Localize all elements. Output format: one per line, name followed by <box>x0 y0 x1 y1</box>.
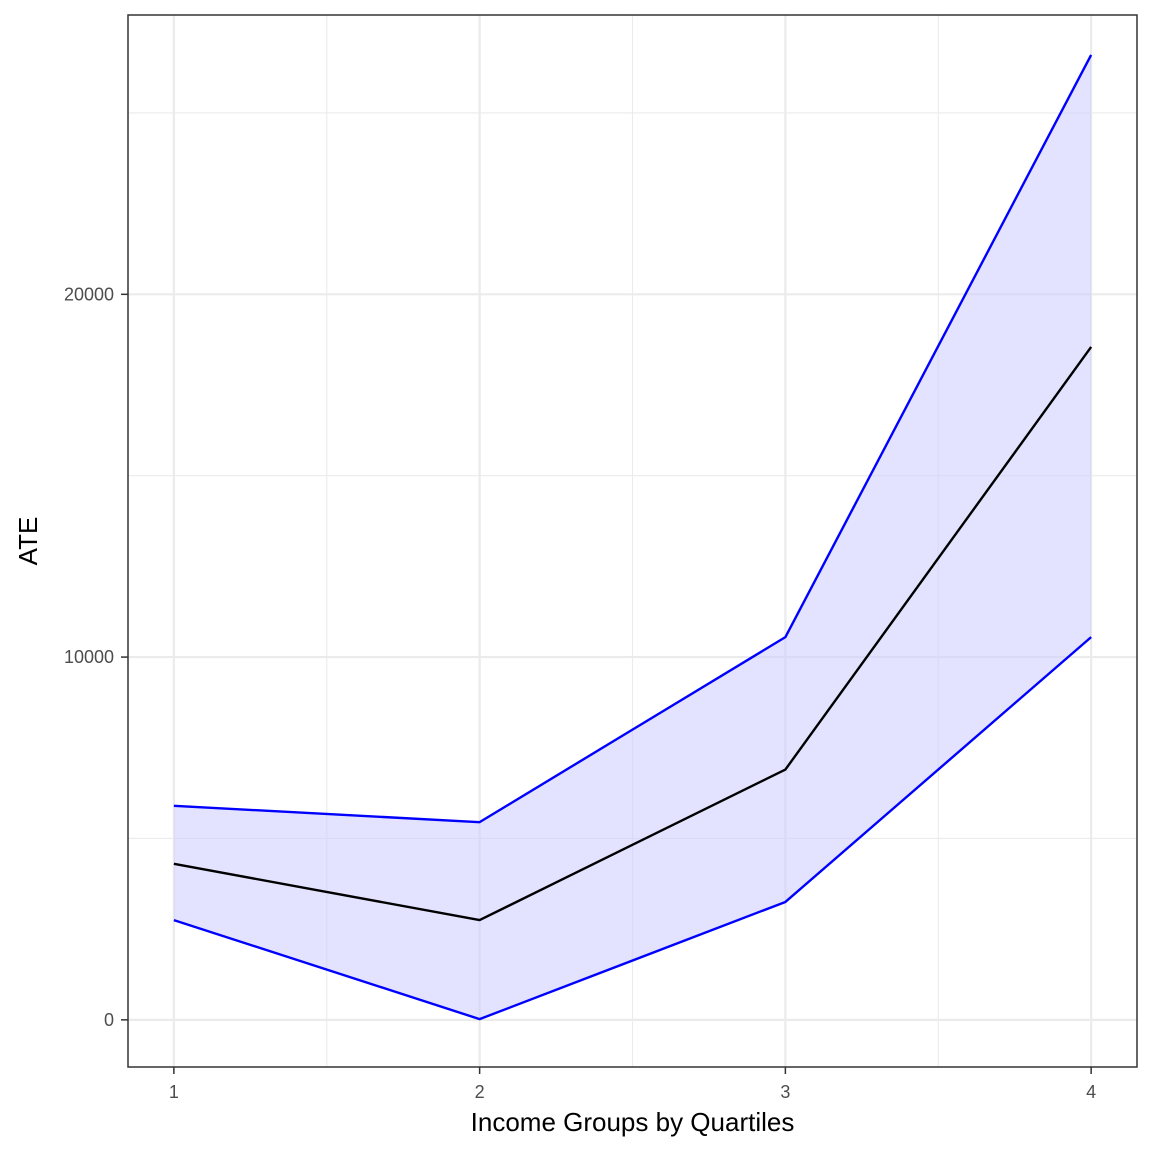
series-lines-layer <box>173 54 1093 1021</box>
x-tick-label: 2 <box>475 1082 485 1102</box>
axis-ticks-layer: 1 2 3 4 0 10000 20000 <box>64 284 1096 1102</box>
y-tick-label: 10000 <box>64 647 114 667</box>
y-tick-label: 20000 <box>64 284 114 304</box>
x-tick-label: 4 <box>1086 1082 1096 1102</box>
panel-border <box>127 14 1138 1068</box>
y-axis-title: ATE <box>13 517 43 566</box>
x-tick-label: 1 <box>169 1082 179 1102</box>
confidence-ribbon-layer <box>173 54 1092 1020</box>
estimate-line <box>173 346 1093 922</box>
y-tick-label: 0 <box>104 1010 114 1030</box>
confidence-band <box>173 54 1092 1020</box>
upper-bound-line <box>173 54 1093 824</box>
x-tick-label: 3 <box>780 1082 790 1102</box>
x-axis-title: Income Groups by Quartiles <box>471 1107 795 1137</box>
lower-bound-line <box>173 636 1092 1021</box>
